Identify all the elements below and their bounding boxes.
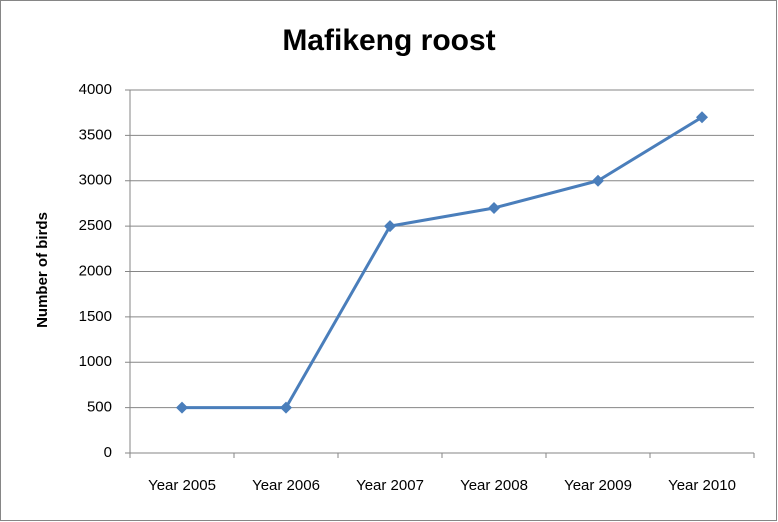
y-tick-label: 2500 — [79, 217, 112, 234]
x-tick-label: Year 2007 — [356, 477, 424, 494]
x-tick-label: Year 2008 — [460, 477, 528, 494]
y-tick-label: 3000 — [79, 172, 112, 189]
y-tick-label: 3500 — [79, 126, 112, 143]
data-marker — [696, 111, 708, 124]
x-tick-label: Year 2010 — [668, 477, 736, 494]
series-line — [182, 115, 703, 410]
data-marker — [176, 401, 188, 414]
y-tick-label: 1500 — [79, 308, 112, 325]
y-tick-label: 1000 — [79, 353, 112, 370]
data-marker — [592, 174, 604, 187]
chart-title: Mafikeng roost — [282, 24, 495, 57]
x-tick-label: Year 2005 — [148, 477, 216, 494]
data-marker — [280, 401, 292, 414]
data-marker — [488, 201, 500, 214]
x-tick-label: Year 2009 — [564, 477, 632, 494]
y-axis-label: Number of birds — [34, 212, 51, 328]
y-tick-label: 2000 — [79, 262, 112, 279]
y-tick-label: 0 — [104, 444, 112, 461]
x-tick-label: Year 2006 — [252, 477, 320, 494]
y-tick-label: 4000 — [79, 81, 112, 98]
y-tick-label: 500 — [87, 399, 112, 416]
data-marker — [384, 220, 396, 233]
